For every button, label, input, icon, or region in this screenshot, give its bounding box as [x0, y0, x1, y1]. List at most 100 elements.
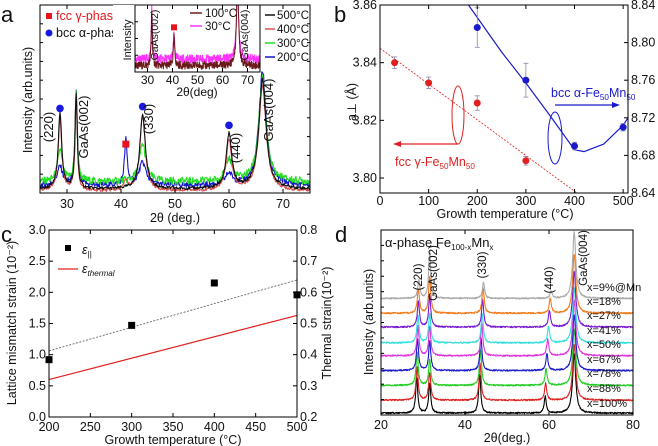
y-tick-label: 3.80	[353, 171, 377, 185]
bcc-marker	[225, 121, 233, 130]
peak-label: (440)	[228, 133, 243, 163]
bcc-data-point	[473, 24, 481, 32]
y-tick-label: 0.3	[300, 379, 317, 393]
xrd-curve-500°C	[40, 77, 310, 191]
x-tick-label: 400	[564, 194, 585, 208]
x-tick-label: 40	[114, 197, 128, 211]
text-part: α-phase Fe	[385, 235, 451, 250]
x-tick-label: 20	[374, 418, 388, 432]
x-tick-label: 0	[377, 194, 384, 208]
panel-label: d	[335, 222, 347, 247]
subscript: 100-x	[451, 243, 471, 252]
y-tick-label: 8.80	[631, 36, 655, 50]
bcc-ellipse	[547, 111, 563, 165]
text-part: fcc γ-Fe	[395, 155, 439, 169]
panel-a-xrd-temperature: a 30 40 50 60 70 2θ (deg.) Intensity (arb.units…	[1, 2, 311, 225]
y-tick-label: 0.8	[300, 223, 317, 237]
series-label: x=88%	[587, 383, 621, 395]
y-axis-label: a⊥ (Å)	[344, 83, 359, 121]
bcc-data-point	[522, 76, 530, 84]
fcc-data-point	[391, 59, 399, 67]
y-tick-label: 2.0	[29, 285, 46, 299]
inset-y-axis-label: Intensity	[122, 19, 134, 60]
curves	[381, 231, 633, 415]
lattice-fit-line	[48, 279, 298, 352]
x-tick-label: 60	[216, 73, 230, 87]
x-axis-label: 2θ (deg.)	[150, 211, 200, 225]
series-label: x=67%	[587, 354, 621, 366]
y-tick-label: 3.0	[29, 223, 46, 237]
series-label: x=100%	[587, 398, 627, 410]
legend-label: 300°C	[277, 38, 309, 50]
peak-label: GaAs(002)	[76, 96, 91, 159]
fcc-arrow-head	[393, 141, 401, 147]
xrd-curve-x=88%	[381, 343, 633, 402]
inset-fcc-marker	[171, 24, 177, 31]
legend-label-thermal: εthermal​	[82, 262, 115, 278]
y-tick-label: 8.64	[631, 186, 655, 200]
panel-label: b	[334, 2, 346, 27]
x-tick-label: 350	[163, 420, 184, 434]
fcc-legend-marker	[46, 13, 52, 19]
bcc-legend-marker	[45, 29, 53, 37]
panel-label: c	[1, 222, 12, 247]
xrd-curve-x=50%	[381, 299, 633, 357]
bcc-data-point	[619, 123, 627, 131]
y-tick-label: 0.6	[300, 285, 317, 299]
x-axis-label: Growth temperature (°C)	[437, 207, 574, 221]
fcc-data-point	[522, 157, 530, 165]
subscript: 50	[439, 162, 449, 171]
subscript: ||	[88, 250, 92, 259]
peak-label: (330)	[477, 251, 489, 278]
y-tick-label: 3.82	[353, 113, 377, 127]
x-tick-label: 100	[418, 194, 439, 208]
peak-label: GaAs(004)	[578, 230, 590, 286]
x-tick-label: 40	[458, 418, 472, 432]
x-tick-label: 300	[121, 420, 142, 434]
text-part: bcc α-Fe	[551, 86, 600, 100]
y-axis-label: Intensity (arb.units)	[21, 47, 35, 153]
xrd-curve-x=41%	[381, 287, 633, 345]
inset-legend-label: 30°C	[205, 21, 231, 33]
y-tick-label: 0.5	[300, 317, 317, 331]
text-part: Mn	[471, 235, 489, 250]
y-tick-label: 0.5	[29, 379, 46, 393]
x-tick-label: 60	[542, 418, 556, 432]
series-label: x=9%@Mn	[587, 282, 641, 294]
panel-title: α-phase Fe100-x​Mnx​	[385, 235, 493, 252]
fcc-label: fcc γ-Fe50​Mn50​	[395, 155, 475, 171]
legend-label-parallel: ε||​	[82, 243, 92, 259]
legend-label: 500°C	[277, 10, 309, 22]
xrd-curve-x=100%	[381, 353, 633, 415]
bcc-label: bcc α-Fe50​Mn50​	[551, 86, 636, 102]
text-part: ε	[82, 243, 88, 257]
x-tick-label: 40	[166, 73, 180, 87]
xrd-curve-x=67%	[381, 314, 633, 372]
panel-b-lattice-parameter: b 0 100 200 300 400 500 3.80 3.82 3.84 3.86 8.64 8.6…	[334, 0, 655, 221]
plot-frame	[48, 229, 298, 418]
x-tick-label: 500	[613, 194, 634, 208]
xrd-curve-x=78%	[381, 328, 633, 387]
bcc-marker	[56, 104, 64, 113]
y-tick-label: 0.4	[300, 348, 317, 362]
xrd-curve-x=18%	[381, 254, 633, 315]
subscript: x	[489, 243, 493, 252]
panel-d-xrd-composition: d 20 40 60 80 2θ(deg.) Intensity (arb.units) α-…	[335, 222, 641, 445]
inset-peak-label: GaAs(004)	[239, 10, 251, 61]
x-tick-label: 500	[287, 420, 308, 434]
x-tick-label: 70	[276, 197, 290, 211]
legend-marker	[65, 245, 71, 251]
inset-background	[113, 5, 260, 97]
thermal-strain-line	[48, 314, 298, 381]
x-tick-label: 30	[60, 197, 74, 211]
y-tick-label: 2.5	[29, 254, 46, 268]
y-tick-label: 8.68	[631, 148, 655, 162]
fcc-data-point	[473, 99, 481, 107]
y-tick-label: 0.0	[29, 410, 46, 424]
x-tick-label: 450	[245, 420, 266, 434]
y-tick-label: 8.76	[631, 73, 655, 87]
fcc-marker	[122, 140, 130, 148]
series-label: x=41%	[587, 325, 621, 337]
bcc-data-point	[571, 142, 579, 150]
